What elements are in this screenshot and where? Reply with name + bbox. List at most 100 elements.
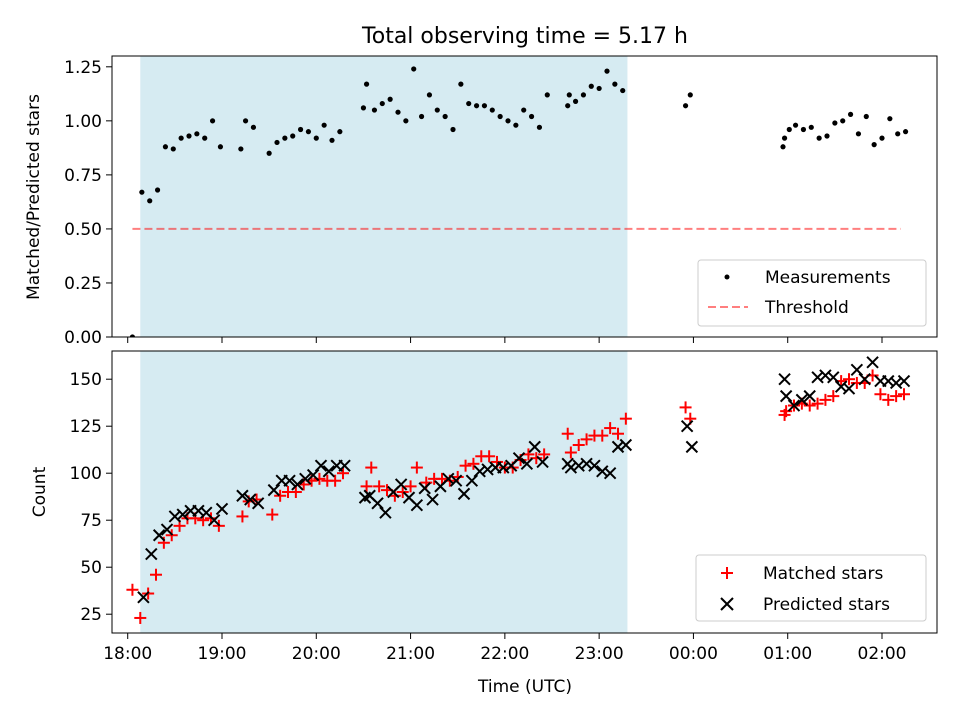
x-tick-label: 01:00 [763,644,812,664]
measurement-point [329,137,335,143]
predicted-star-point [207,513,221,527]
matched-star-point [874,388,887,401]
measurement-point [536,124,543,130]
measurement-point [687,92,693,98]
matched-star-point [313,472,326,485]
x-tick-label: 18:00 [103,644,152,664]
matched-star-point [483,450,496,463]
measurement-point [147,198,153,204]
top-panel: 0.00 0.25 0.50 0.75 1.00 1.25 Matched/Predict… [24,55,938,348]
predicted-star-point [882,374,895,388]
matched-star-point [612,427,624,440]
matched-star-point [467,457,480,470]
predicted-star-point [244,493,257,506]
predicted-star-point [371,497,384,510]
measurement-point [895,131,901,137]
measurement-point [209,118,216,124]
predicted-star-point [410,498,424,512]
bottom-panel: 25 50 75 100 125 150 18:00 19:00 20:00 21:00 22:0… [30,350,938,697]
bottom-axes-frame [111,350,938,634]
matched-star-point [266,508,279,521]
predicted-star-point [314,459,328,472]
x-tick-label: 19:00 [198,644,247,664]
predicted-star-point [299,472,312,486]
measurement-point [792,122,799,128]
matched-star-point [436,472,448,485]
top-y-tick-label: 1.25 [64,58,102,78]
legend-predicted-marker [720,597,734,611]
legend-predicted-label: Predicted stars [763,595,890,615]
matched-star-point [827,390,840,403]
predicted-star-point [338,459,351,472]
x-tick-label: 00:00 [669,644,718,664]
measurement-point [902,129,909,135]
x-tick-label: 02:00 [858,644,907,664]
predicted-star-point [426,493,439,506]
measurement-point [781,135,788,141]
matched-star-point [459,459,472,472]
bottom-y-tick-label: 25 [80,605,102,625]
predicted-star-point [236,489,249,502]
measurement-point [387,96,393,102]
measurement-point [473,103,480,109]
predicted-star-point [465,474,479,487]
measurement-point [800,126,807,133]
predicted-star-point [215,502,229,516]
bottom-x-ticks: 18:00 19:00 20:00 21:00 22:00 23:00 00:00 01:00… [103,633,907,664]
measurement-point [620,87,626,94]
top-y-tick-label: 1.00 [64,112,102,132]
measurement-point [371,107,378,113]
predicted-star-point [379,506,392,519]
measurement-point [282,135,288,141]
legend-matched-marker [721,567,733,579]
x-tick-label: 22:00 [480,644,529,664]
predicted-star-point [819,369,832,382]
measurement-point [544,92,550,98]
measurement-point [418,113,425,120]
predicted-star-point [787,399,801,412]
predicted-star-point [779,389,793,403]
measurement-point [879,135,885,141]
measurement-point [871,142,877,148]
matched-star-point [126,583,139,596]
measurement-point [505,118,511,124]
legend-threshold-label: Threshold [764,298,849,318]
predicted-star-point [685,440,699,454]
measurement-point [824,133,830,139]
predicted-star-point [603,466,617,480]
measurement-point [129,334,136,337]
predicted-star-point [291,478,304,491]
x-tick-label: 20:00 [292,644,341,664]
measurement-point [321,122,327,128]
matched-star-point [404,480,417,493]
bottom-shaded-region [140,351,628,633]
measurement-point [305,129,312,135]
matched-star-point [679,401,692,414]
predicted-star-point [449,474,463,487]
predicted-star-point [512,451,526,465]
predicted-star-point [528,440,541,454]
matched-star-point [843,373,855,386]
measurement-point [178,135,184,141]
bottom-y-axis-label: Count [30,466,50,517]
matched-star-point [538,448,551,461]
measurement-point [250,124,257,130]
measurement-point [840,118,846,124]
predicted-stars-series [137,356,911,604]
measurement-point [847,111,854,117]
predicted-star-point [889,376,903,390]
measurement-point [450,126,456,133]
matched-star-point [365,461,378,474]
measurement-point [458,81,464,87]
predicted-star-point [176,508,189,521]
chart-title: Total observing time = 5.17 h [361,24,688,49]
top-legend-frame [697,259,927,327]
predicted-star-point [842,382,856,395]
measurement-point [360,105,367,111]
matched-star-point [604,422,617,435]
bottom-y-tick-label: 125 [70,417,102,437]
matched-star-point [596,429,609,442]
top-axes-frame [111,55,938,338]
measurement-point [274,139,280,146]
